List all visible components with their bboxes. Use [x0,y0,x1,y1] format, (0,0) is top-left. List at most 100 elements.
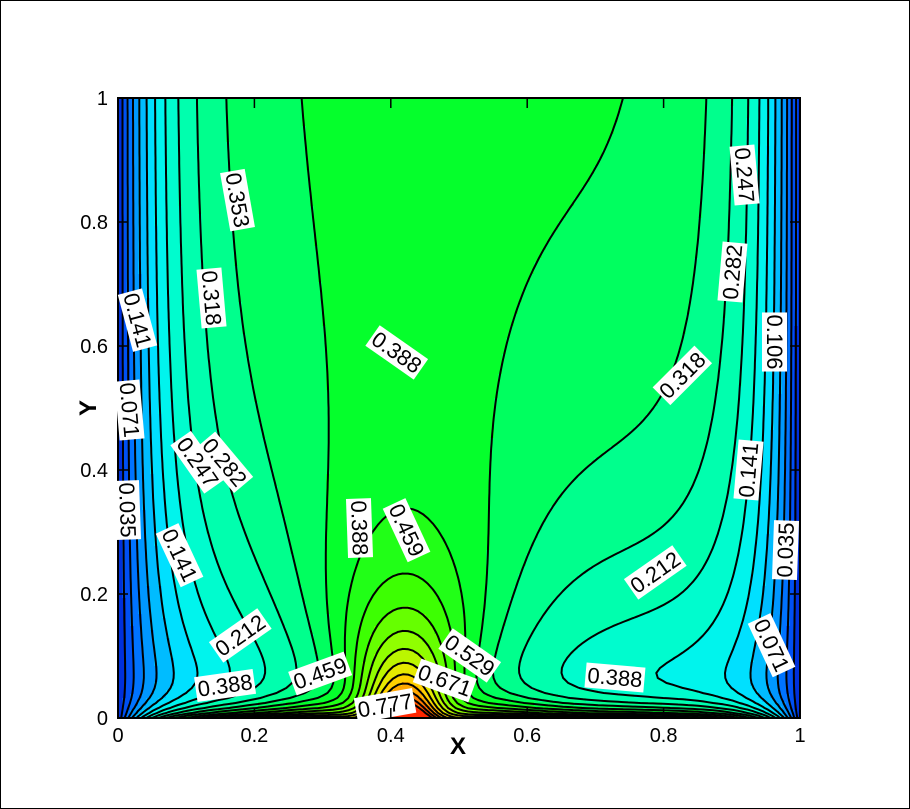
fill-cell [782,578,791,583]
fill-cell [174,698,195,703]
fill-cell [126,146,135,151]
fill-cell [746,502,759,507]
fill-cell [134,186,139,191]
fill-cell [446,658,455,663]
fill-cell [202,702,231,707]
fill-cell [758,118,771,123]
fill-cell [794,386,800,391]
fill-cell [350,594,375,599]
fill-cell [778,674,787,679]
fill-cell [570,654,679,659]
label-box [729,144,760,206]
fill-cell [782,590,791,595]
fill-cell [766,394,775,399]
fill-cell [158,406,175,411]
fill-cell [790,706,795,711]
fill-cell [326,554,363,559]
fill-cell [134,122,139,127]
fill-cell [514,314,687,319]
fill-cell [138,226,147,231]
fill-cell [118,198,123,203]
fill-cell [118,346,123,351]
fill-cell [330,410,495,415]
fill-cell [130,586,139,591]
fill-cell [150,378,159,383]
label-box [382,498,431,563]
fill-cell [758,510,771,515]
fill-cell [374,658,387,663]
fill-cell [790,454,795,459]
fill-cell [730,238,747,243]
fill-cell [494,410,651,415]
fill-cell [786,246,791,251]
fill-cell [170,318,183,323]
fill-cell [694,642,735,647]
fill-cell [794,334,800,339]
fill-cell [146,542,155,547]
fill-cell [786,394,791,399]
fill-cell [206,526,243,531]
fill-cell [198,146,231,151]
fill-cell [134,654,143,659]
fill-cell [594,170,703,175]
fill-cell [198,490,231,495]
fill-cell [182,210,199,215]
fill-cell [154,522,167,527]
fill-cell [794,578,800,583]
fill-cell [118,670,127,675]
fill-cell [690,486,731,491]
fill-cell [142,614,151,619]
fill-cell [138,230,147,235]
fill-cell [154,182,167,187]
fill-cell [742,618,759,623]
fill-cell [638,422,711,427]
fill-cell [770,466,779,471]
fill-cell [142,290,147,295]
fill-cell [446,614,467,619]
fill-cell [486,566,523,571]
fill-cell [790,322,799,327]
fill-cell [218,562,259,567]
fill-cell [178,598,203,603]
fill-cell [790,430,795,435]
fill-cell [258,682,291,687]
fill-cell [122,354,131,359]
fill-cell [746,598,763,603]
fill-cell [122,450,131,455]
fill-cell [178,470,199,475]
fill-cell [230,150,307,155]
fill-cell [762,602,775,607]
fill-cell [154,98,167,103]
fill-cell [206,326,243,331]
fill-cell [314,634,331,639]
fill-cell [790,294,799,299]
fill-cell [774,102,783,107]
fill-cell [262,426,331,431]
fill-cell [282,698,311,703]
fill-cell [510,602,551,607]
fill-cell [686,326,723,331]
fill-cell [250,366,327,371]
fill-cell [506,338,683,343]
fill-cell [602,150,707,155]
fill-cell [786,190,791,195]
fill-cell [710,418,739,423]
fill-cell [786,674,795,679]
fill-cell [166,286,183,291]
fill-cell [230,202,311,207]
fill-cell [534,626,611,631]
fill-cell [134,202,139,207]
fill-cell [470,694,491,699]
fill-cell [154,134,167,139]
fill-cell [790,382,795,387]
fill-cell [298,582,327,587]
fill-cell [794,510,800,515]
fill-cell [786,442,791,447]
fill-cell [782,206,787,211]
fill-cell [786,270,791,275]
fill-cell [118,302,123,307]
fill-cell [766,250,775,255]
fill-cell [186,338,207,343]
fill-cell [314,642,331,647]
fill-cell [526,286,695,291]
